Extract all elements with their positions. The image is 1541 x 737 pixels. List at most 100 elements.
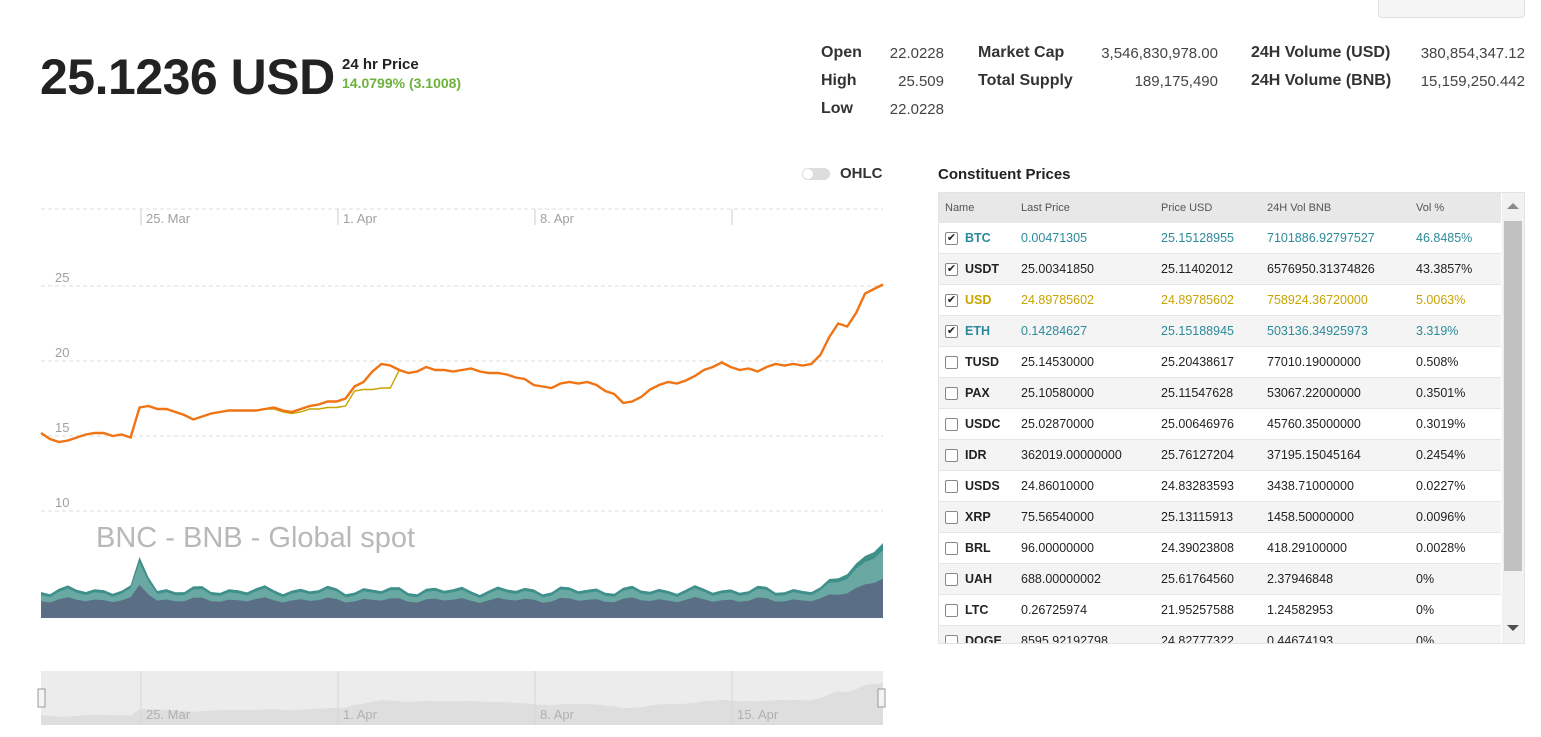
high-label: High bbox=[821, 72, 857, 89]
row-name[interactable]: UAH bbox=[965, 572, 993, 586]
price-24h-block: 24 hr Price 14.0799% (3.1008) bbox=[342, 56, 461, 91]
row-checkbox[interactable] bbox=[945, 448, 958, 462]
table-row: LTC 0.26725974 21.95257588 1.24582953 0% bbox=[939, 595, 1501, 626]
price-chart[interactable]: 25. Mar 1. Apr 8. Apr 25 20 15 10 25. Mar 1. A… bbox=[0, 195, 890, 730]
row-name-cell: PAX bbox=[939, 386, 1021, 400]
x-tick-label: 8. Apr bbox=[540, 211, 575, 226]
currency-select[interactable] bbox=[1378, 0, 1525, 18]
table-row: UAH 688.00000002 25.61764560 2.37946848 0% bbox=[939, 564, 1501, 595]
row-name-cell: LTC bbox=[939, 603, 1021, 617]
row-checkbox[interactable]: ✔ bbox=[945, 231, 958, 245]
row-name[interactable]: BTC bbox=[965, 231, 991, 245]
row-checkbox[interactable] bbox=[945, 541, 958, 555]
row-price-usd: 25.15128955 bbox=[1161, 231, 1234, 245]
row-price-usd: 25.15188945 bbox=[1161, 324, 1234, 338]
ohlc-toggle[interactable]: OHLC bbox=[802, 165, 883, 182]
scroll-down-icon[interactable] bbox=[1507, 625, 1519, 631]
col-vol-bnb[interactable]: 24H Vol BNB bbox=[1267, 202, 1332, 214]
row-last-price: 688.00000002 bbox=[1021, 572, 1101, 586]
row-vol-bnb: 77010.19000000 bbox=[1267, 355, 1361, 369]
row-price-usd: 21.95257588 bbox=[1161, 603, 1234, 617]
row-name-cell: XRP bbox=[939, 510, 1021, 524]
row-name[interactable]: TUSD bbox=[965, 355, 1000, 369]
row-vol-bnb: 6576950.31374826 bbox=[1267, 262, 1375, 276]
row-vol-bnb: 1458.50000000 bbox=[1267, 510, 1354, 524]
row-checkbox[interactable]: ✔ bbox=[945, 262, 958, 276]
row-vol-pct: 0% bbox=[1416, 603, 1435, 617]
row-name[interactable]: USDT bbox=[965, 262, 1000, 276]
row-vol-bnb: 1.24582953 bbox=[1267, 603, 1334, 617]
col-name[interactable]: Name bbox=[945, 202, 975, 214]
row-name-cell: USDC bbox=[939, 417, 1021, 431]
y-tick-label: 25 bbox=[55, 270, 69, 285]
row-price-usd: 25.11547628 bbox=[1161, 386, 1234, 400]
col-last-price[interactable]: Last Price bbox=[1021, 202, 1070, 214]
row-checkbox[interactable] bbox=[945, 572, 958, 586]
row-checkbox[interactable] bbox=[945, 386, 958, 400]
low-value: 22.0228 bbox=[889, 101, 944, 118]
row-vol-pct: 0.0227% bbox=[1416, 479, 1466, 493]
row-price-usd: 25.61764560 bbox=[1161, 572, 1234, 586]
row-name[interactable]: XRP bbox=[965, 510, 991, 524]
navigator-tick-label: 1. Apr bbox=[343, 707, 378, 722]
row-checkbox[interactable]: ✔ bbox=[945, 293, 958, 307]
row-vol-bnb: 45760.35000000 bbox=[1267, 417, 1361, 431]
navigator-tick-label: 25. Mar bbox=[146, 707, 191, 722]
x-tick-label: 1. Apr bbox=[343, 211, 378, 226]
y-tick-label: 10 bbox=[55, 495, 69, 510]
vol-bnb-label: 24H Volume (BNB) bbox=[1251, 72, 1392, 89]
scroll-thumb[interactable] bbox=[1504, 221, 1522, 571]
table-row: XRP 75.56540000 25.13115913 1458.50000000 0.… bbox=[939, 502, 1501, 533]
scroll-up-icon[interactable] bbox=[1507, 203, 1519, 209]
row-vol-pct: 43.3857% bbox=[1416, 262, 1473, 276]
vol-usd-value: 380,854,347.12 bbox=[1420, 45, 1525, 62]
row-name[interactable]: ETH bbox=[965, 324, 990, 338]
vol-usd-label: 24H Volume (USD) bbox=[1251, 44, 1391, 61]
row-vol-pct: 46.8485% bbox=[1416, 231, 1473, 245]
table-row: ✔ USD 24.89785602 24.89785602 758924.3672000… bbox=[939, 285, 1501, 316]
row-checkbox[interactable] bbox=[945, 603, 958, 617]
row-name-cell: ✔ USD bbox=[939, 293, 1021, 307]
row-name[interactable]: IDR bbox=[965, 448, 987, 462]
row-checkbox[interactable] bbox=[945, 634, 958, 643]
total-supply-label: Total Supply bbox=[978, 72, 1073, 89]
row-checkbox[interactable]: ✔ bbox=[945, 324, 958, 338]
col-price-usd[interactable]: Price USD bbox=[1161, 202, 1213, 214]
row-vol-pct: 0.3501% bbox=[1416, 386, 1466, 400]
row-name[interactable]: USDC bbox=[965, 417, 1001, 431]
row-price-usd: 25.76127204 bbox=[1161, 448, 1234, 462]
ohlc-label: OHLC bbox=[840, 165, 883, 182]
row-last-price: 75.56540000 bbox=[1021, 510, 1094, 524]
open-label: Open bbox=[821, 44, 862, 61]
row-name[interactable]: USDS bbox=[965, 479, 1000, 493]
market-cap-value: 3,546,830,978.00 bbox=[1101, 45, 1218, 62]
table-row: BRL 96.00000000 24.39023808 418.29100000 0.0… bbox=[939, 533, 1501, 564]
row-price-usd: 25.00646976 bbox=[1161, 417, 1234, 431]
row-checkbox[interactable] bbox=[945, 479, 958, 493]
table-row: TUSD 25.14530000 25.20438617 77010.19000000… bbox=[939, 347, 1501, 378]
row-name[interactable]: LTC bbox=[965, 603, 989, 617]
col-vol-pct[interactable]: Vol % bbox=[1416, 202, 1445, 214]
low-label: Low bbox=[821, 100, 853, 117]
row-vol-bnb: 7101886.92797527 bbox=[1267, 231, 1375, 245]
row-checkbox[interactable] bbox=[945, 355, 958, 369]
row-name[interactable]: DOGE bbox=[965, 634, 1002, 644]
row-last-price: 25.10580000 bbox=[1021, 386, 1094, 400]
market-cap-label: Market Cap bbox=[978, 44, 1065, 61]
row-vol-bnb: 37195.15045164 bbox=[1267, 448, 1361, 462]
row-checkbox[interactable] bbox=[945, 417, 958, 431]
row-name[interactable]: PAX bbox=[965, 386, 990, 400]
y-tick-label: 15 bbox=[55, 420, 69, 435]
row-checkbox[interactable] bbox=[945, 510, 958, 524]
ohlc-switch[interactable] bbox=[802, 167, 830, 180]
row-vol-pct: 0.0028% bbox=[1416, 541, 1466, 555]
y-tick-label: 20 bbox=[55, 345, 69, 360]
navigator: 25. Mar 1. Apr 8. Apr 15. Apr bbox=[37, 671, 886, 725]
row-name[interactable]: BRL bbox=[965, 541, 991, 555]
row-name-cell: BRL bbox=[939, 541, 1021, 555]
chart-grid bbox=[41, 208, 883, 512]
row-last-price: 96.00000000 bbox=[1021, 541, 1094, 555]
row-name[interactable]: USD bbox=[965, 293, 992, 307]
table-scrollbar[interactable] bbox=[1502, 193, 1524, 643]
row-name-cell: TUSD bbox=[939, 355, 1021, 369]
